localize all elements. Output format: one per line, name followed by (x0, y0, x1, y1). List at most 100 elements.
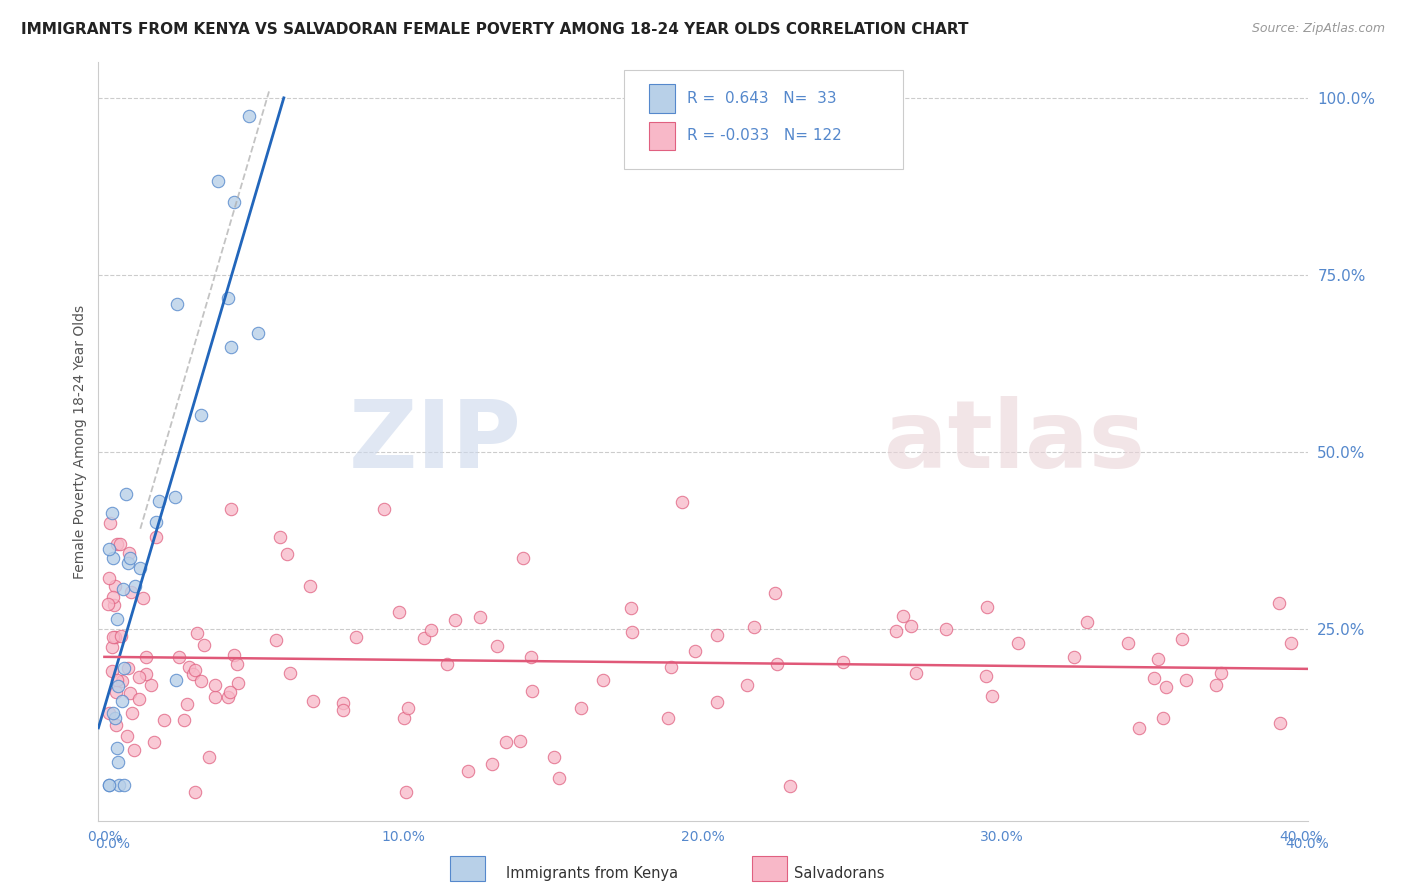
Point (238, 109, 260, 123)
Point (163, 490, 186, 504)
Point (152, 713, 174, 727)
Point (132, 591, 155, 606)
Point (186, 625, 208, 640)
Point (661, 659, 683, 673)
Point (481, 756, 503, 771)
Point (392, 711, 415, 725)
Point (396, 701, 419, 715)
Point (101, 640, 124, 654)
Point (225, 657, 247, 672)
Point (128, 670, 150, 684)
Point (177, 660, 200, 674)
Point (457, 764, 479, 778)
Point (981, 690, 1004, 704)
Point (101, 506, 124, 520)
Point (204, 678, 226, 692)
Point (269, 530, 291, 544)
Point (1076, 615, 1098, 629)
Point (104, 711, 127, 725)
Point (105, 537, 128, 551)
Point (974, 668, 997, 682)
Point (167, 650, 190, 665)
Text: atlas: atlas (884, 395, 1146, 488)
Point (115, 729, 138, 743)
Point (332, 697, 354, 711)
Point (512, 551, 534, 566)
Text: Source: ZipAtlas.com: Source: ZipAtlas.com (1251, 22, 1385, 36)
Point (98, 778, 121, 792)
Point (592, 673, 614, 687)
Point (765, 657, 787, 672)
Point (569, 701, 592, 715)
Point (486, 640, 509, 654)
Point (706, 695, 728, 709)
Point (1116, 636, 1139, 650)
Point (107, 755, 129, 769)
Point (413, 631, 436, 645)
Point (145, 515, 167, 529)
Point (166, 296, 188, 310)
Point (173, 713, 195, 727)
Point (1170, 632, 1192, 646)
Point (145, 530, 167, 544)
Point (395, 785, 418, 799)
Point (1279, 636, 1302, 650)
Point (1143, 671, 1166, 685)
Point (107, 673, 129, 688)
Point (1205, 678, 1227, 692)
Point (105, 740, 128, 755)
Point (97, 597, 120, 611)
Point (135, 650, 157, 665)
Point (706, 628, 728, 642)
Point (105, 612, 128, 626)
Point (332, 702, 354, 716)
Text: Immigrants from Kenya: Immigrants from Kenya (506, 866, 678, 881)
Point (165, 673, 187, 687)
Point (436, 657, 458, 672)
Point (97, 541, 120, 556)
Point (107, 680, 129, 694)
Text: R =  0.643   N=  33: R = 0.643 N= 33 (688, 91, 837, 106)
Point (495, 735, 517, 749)
Point (742, 619, 765, 633)
Point (1175, 673, 1198, 687)
Point (657, 711, 679, 725)
Point (117, 661, 139, 675)
Point (219, 501, 242, 516)
Point (1146, 652, 1168, 666)
Point (112, 778, 135, 792)
Point (143, 735, 166, 749)
Point (779, 779, 801, 793)
Point (905, 665, 928, 680)
Point (190, 674, 212, 689)
Point (97, 706, 120, 721)
Point (831, 655, 853, 669)
Point (101, 550, 124, 565)
Point (620, 601, 643, 615)
Point (387, 605, 409, 619)
Point (112, 661, 135, 675)
Point (276, 547, 298, 561)
Text: IMMIGRANTS FROM KENYA VS SALVADORAN FEMALE POVERTY AMONG 18-24 YEAR OLDS CORRELA: IMMIGRANTS FROM KENYA VS SALVADORAN FEMA… (21, 22, 969, 37)
FancyBboxPatch shape (648, 121, 675, 151)
Point (301, 694, 323, 708)
Point (299, 579, 322, 593)
Point (117, 556, 139, 570)
Point (101, 590, 124, 604)
Point (121, 706, 143, 720)
Point (204, 690, 226, 705)
Point (671, 495, 693, 509)
Point (111, 674, 134, 689)
Point (935, 622, 957, 636)
Point (124, 743, 146, 757)
FancyBboxPatch shape (624, 70, 903, 169)
Point (1209, 666, 1232, 681)
Text: 40.0%: 40.0% (1285, 837, 1329, 851)
Point (111, 694, 134, 708)
Point (219, 685, 242, 699)
Point (97, 571, 120, 585)
Point (520, 683, 543, 698)
Point (1128, 721, 1150, 735)
Point (280, 666, 302, 681)
Point (101, 631, 124, 645)
